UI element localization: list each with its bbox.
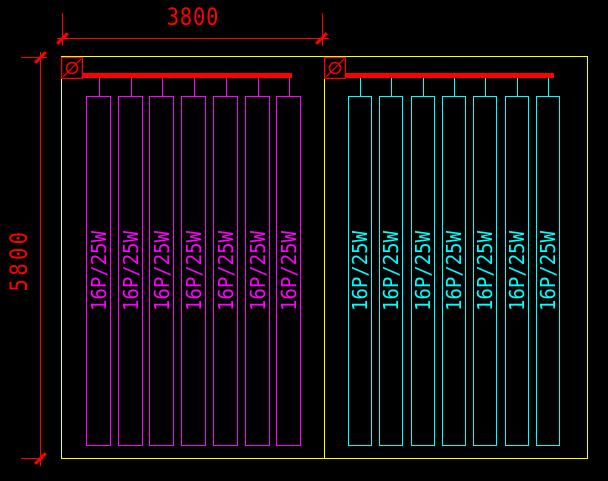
panel[interactable]: 16P/25W: [149, 96, 174, 446]
panel[interactable]: 16P/25W: [213, 96, 238, 446]
panel[interactable]: 16P/25W: [473, 96, 497, 446]
feed-drop-line: [289, 78, 290, 96]
panel[interactable]: 16P/25W: [505, 96, 529, 446]
panel-label: 16P/25W: [442, 230, 466, 312]
partition-line: [324, 56, 325, 459]
feed-drop-line: [548, 78, 549, 96]
panel[interactable]: 16P/25W: [411, 96, 435, 446]
panel[interactable]: 16P/25W: [442, 96, 466, 446]
diameter-symbol-icon: [323, 56, 347, 80]
extension-line-top: [21, 57, 47, 58]
panel[interactable]: 16P/25W: [245, 96, 270, 446]
panel-label: 16P/25W: [245, 230, 270, 312]
feed-drop-line: [258, 78, 259, 96]
feed-drop-line: [360, 78, 361, 96]
panel[interactable]: 16P/25W: [118, 96, 143, 446]
extension-line-bottom: [21, 458, 43, 459]
panel-label: 16P/25W: [505, 230, 529, 312]
panel[interactable]: 16P/25W: [276, 96, 301, 446]
extension-line-left: [62, 13, 63, 46]
panel-label: 16P/25W: [536, 230, 560, 312]
extension-line-right: [322, 13, 323, 46]
dimension-line-horizontal: [57, 38, 329, 39]
panel[interactable]: 16P/25W: [379, 96, 403, 446]
panel-label: 16P/25W: [411, 230, 435, 312]
panel-label: 16P/25W: [149, 230, 174, 312]
feed-drop-line: [194, 78, 195, 96]
feed-square: [323, 56, 347, 80]
feed-drop-line: [454, 78, 455, 96]
feed-drop-line: [423, 78, 424, 96]
feed-drop-line: [517, 78, 518, 96]
feed-busbar: [83, 73, 292, 78]
panel-label: 16P/25W: [181, 230, 206, 312]
dimension-vertical-label: 5800: [5, 228, 33, 292]
panel-label: 16P/25W: [379, 230, 403, 312]
diameter-symbol-icon: [60, 56, 84, 80]
feed-drop-line: [226, 78, 227, 96]
panel-label: 16P/25W: [348, 230, 372, 312]
feed-busbar: [346, 73, 554, 78]
feed-square: [60, 56, 84, 80]
panel-label: 16P/25W: [213, 230, 238, 312]
panel-label: 16P/25W: [276, 230, 301, 312]
panel-label: 16P/25W: [118, 230, 143, 312]
feed-drop-line: [99, 78, 100, 96]
dimension-line-vertical: [40, 52, 41, 466]
feed-drop-line: [162, 78, 163, 96]
panel-label: 16P/25W: [86, 230, 111, 312]
feed-drop-line: [131, 78, 132, 96]
feed-drop-line: [391, 78, 392, 96]
panel[interactable]: 16P/25W: [348, 96, 372, 446]
panel-label: 16P/25W: [473, 230, 497, 312]
feed-drop-line: [485, 78, 486, 96]
panel[interactable]: 16P/25W: [86, 96, 111, 446]
dimension-horizontal-label: 3800: [166, 3, 220, 31]
panel[interactable]: 16P/25W: [181, 96, 206, 446]
panel[interactable]: 16P/25W: [536, 96, 560, 446]
